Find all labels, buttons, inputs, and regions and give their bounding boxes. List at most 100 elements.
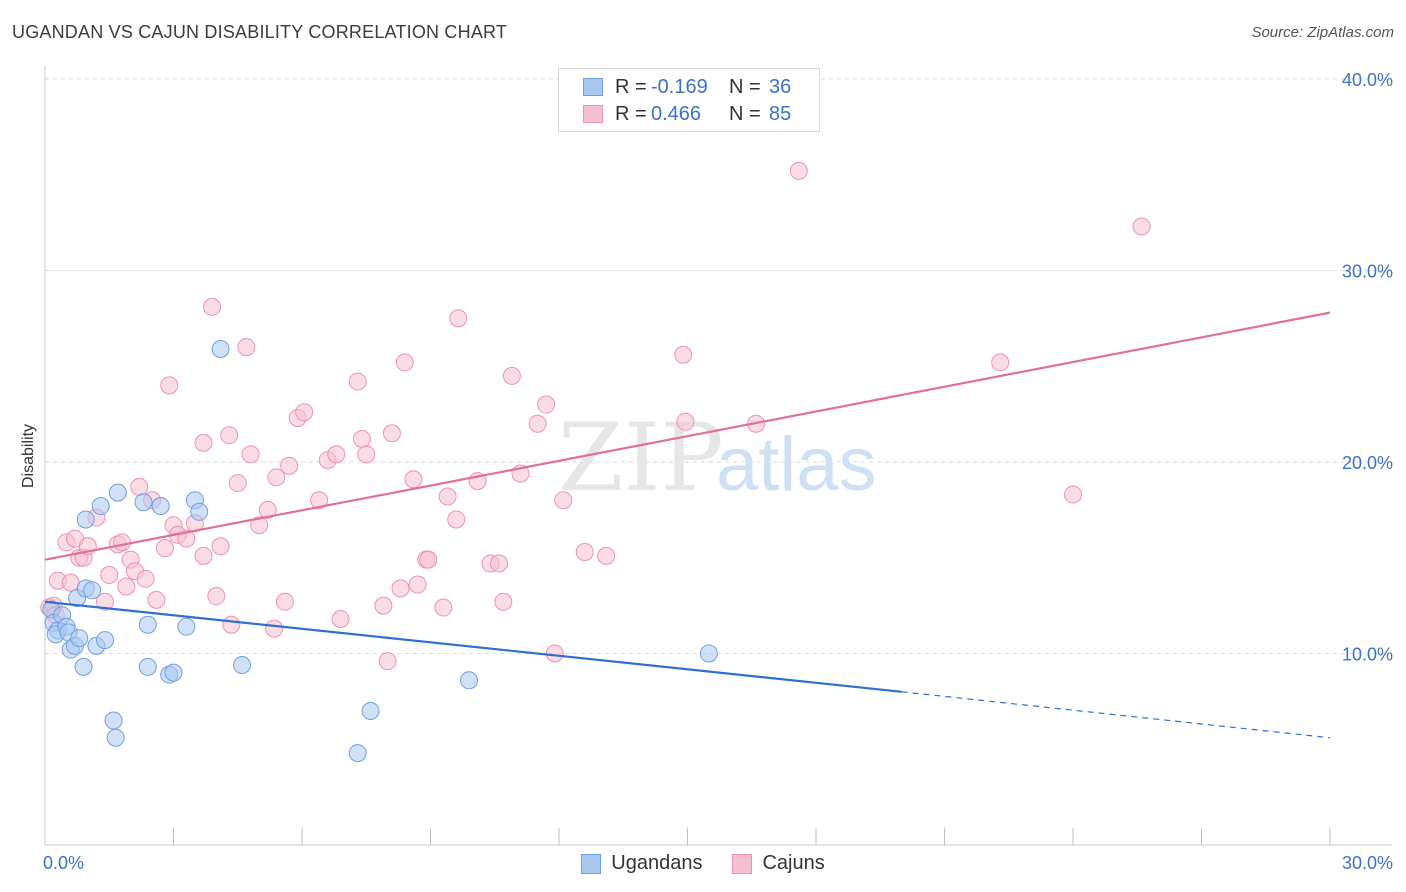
legend-swatch-ugandans [583,78,603,96]
ugandans-point [233,655,252,674]
cajuns-point [258,500,277,519]
watermark-atlas: atlas [716,422,877,507]
cajuns-point [374,596,393,615]
cajuns-point [194,546,213,565]
legend-r-label: R = [615,102,647,125]
cajuns-point [280,456,299,475]
cajuns-point [211,537,230,556]
cajuns-point [378,652,397,671]
trend-lines [44,311,1331,739]
cajuns-point [265,619,284,638]
cajuns-point [1132,217,1151,236]
ugandans-point [164,663,183,682]
ugandans-point [95,631,114,650]
ugandans-point [74,657,93,676]
chart-title: UGANDAN VS CAJUN DISABILITY CORRELATION … [12,22,508,42]
legend-n-value: 85 [769,102,792,125]
cajuns-point [228,474,247,493]
ugandans-point [70,629,89,648]
axes [44,66,1392,846]
cajuns-point [674,345,693,364]
series-legend-label: Ugandans [611,852,703,874]
cajuns-point [295,403,314,422]
y-tick-label: 30.0% [1342,262,1393,282]
cajuns-point [155,539,174,558]
legend-n-label: N = [729,75,761,98]
cajuns-point [95,592,114,611]
grid [45,78,1392,654]
cajuns-point [789,161,808,180]
ugandans-point [134,493,153,512]
cajuns-point [100,565,119,584]
cajuns-point [203,297,222,316]
cajuns-point [434,598,453,617]
legend: R = -0.169 N = 36 R = 0.466 N = 85 [558,68,820,132]
cajuns-point [575,543,594,562]
ugandans-point [460,671,479,690]
legend-n-label: N = [729,102,761,125]
cajuns-point [449,309,468,328]
cajuns-point [1064,485,1082,504]
cajuns-point [130,477,149,496]
series-legend-label: Cajuns [762,852,825,874]
cajuns-point [537,395,556,414]
ugandans-point [361,701,380,720]
cajuns-point [597,546,616,565]
ugandans-point [106,728,125,747]
ugandans-point [91,497,110,516]
y-tick-label: 40.0% [1342,70,1393,90]
legend-swatch-cajuns [732,853,753,874]
series-legend: Ugandans Cajuns [0,852,1406,875]
cajuns-point [447,510,466,529]
cajuns-point [117,577,136,596]
cajuns-point [490,554,509,573]
legend-r-value: 0.466 [651,102,702,125]
cajuns-point [348,372,367,391]
cajuns-point [404,470,423,489]
series-legend-ugandans[interactable]: Ugandans [581,852,702,875]
ugandans-point [138,657,157,676]
cajuns-point [275,592,294,611]
y-axis-label: Disability [20,424,37,488]
cajuns-point [241,445,260,464]
cajuns-point [331,610,350,629]
cajuns-point [160,376,179,395]
ugandans-point [108,483,127,502]
ugandans-point [83,581,102,600]
y-tick-label: 10.0% [1342,645,1393,665]
cajuns-point [528,414,547,433]
cajuns-point [494,592,513,611]
y-tick-label: 20.0% [1342,453,1393,473]
cajuns-point [352,430,371,449]
cajuns-point [408,575,427,594]
cajuns-point [222,615,241,634]
cajuns-point [61,573,80,592]
ugandans-point [348,744,367,763]
x-tick-label: 30.0% [1342,853,1393,873]
cajuns-trend-line [44,311,1331,561]
legend-r-value: -0.169 [651,75,708,98]
legend-r-label: R = [615,75,647,98]
cajuns-point [237,338,256,357]
cajuns-point [147,590,166,609]
ugandans-trend-extension [901,691,1331,739]
cajuns-point [250,516,269,535]
cajuns-point [676,412,695,431]
cajuns-point [136,569,155,588]
ugandans-point [138,615,157,634]
cajuns-point [382,424,401,443]
source-label: Source: ZipAtlas.com [1251,24,1394,41]
legend-swatch-ugandans [581,853,602,874]
cajuns-point [502,366,521,385]
ugandans-point [76,510,95,529]
ugandans-point [699,644,718,663]
legend-row-ugandans: R = -0.169 N = 36 [583,74,791,100]
cajuns-point [991,353,1010,372]
cajuns-point [194,433,213,452]
cajuns-point [554,491,573,510]
tick-labels: 10.0% 20.0% 30.0% 40.0% 0.0% 30.0% [43,70,1393,873]
cajuns-point [327,445,346,464]
ugandans-point [177,617,196,636]
ugandans-point [190,502,209,521]
series-legend-cajuns[interactable]: Cajuns [732,852,825,875]
